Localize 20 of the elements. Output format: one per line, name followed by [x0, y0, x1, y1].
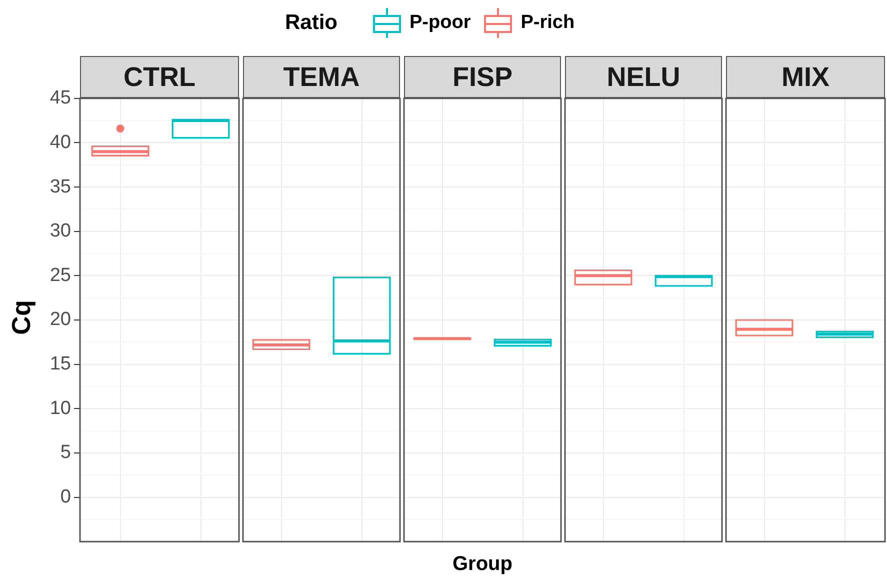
y-tick-label: 25: [50, 264, 71, 286]
legend-label: P-rich: [520, 12, 575, 34]
y-tick-label: 10: [50, 398, 71, 419]
text: NELU: [565, 56, 722, 98]
y-tick-label: 45: [50, 88, 71, 109]
text: CTRL: [80, 56, 239, 98]
y-tick-label: 15: [50, 354, 71, 375]
x-axis-title: Group: [452, 553, 514, 576]
y-tick-label: 5: [60, 442, 71, 464]
y-tick-label: 35: [50, 176, 71, 198]
y-axis-title: Cq: [6, 300, 37, 335]
text: MIX: [726, 56, 885, 98]
y-tick-label: 0: [60, 486, 71, 508]
y-tick-label: 40: [50, 132, 71, 153]
text: FISP: [404, 56, 561, 98]
legend-title: Ratio: [285, 11, 338, 35]
y-tick-label: 20: [50, 309, 71, 330]
y-tick-label: 30: [50, 220, 71, 242]
text: TEMA: [243, 56, 400, 98]
legend-label: P-poor: [410, 12, 471, 34]
